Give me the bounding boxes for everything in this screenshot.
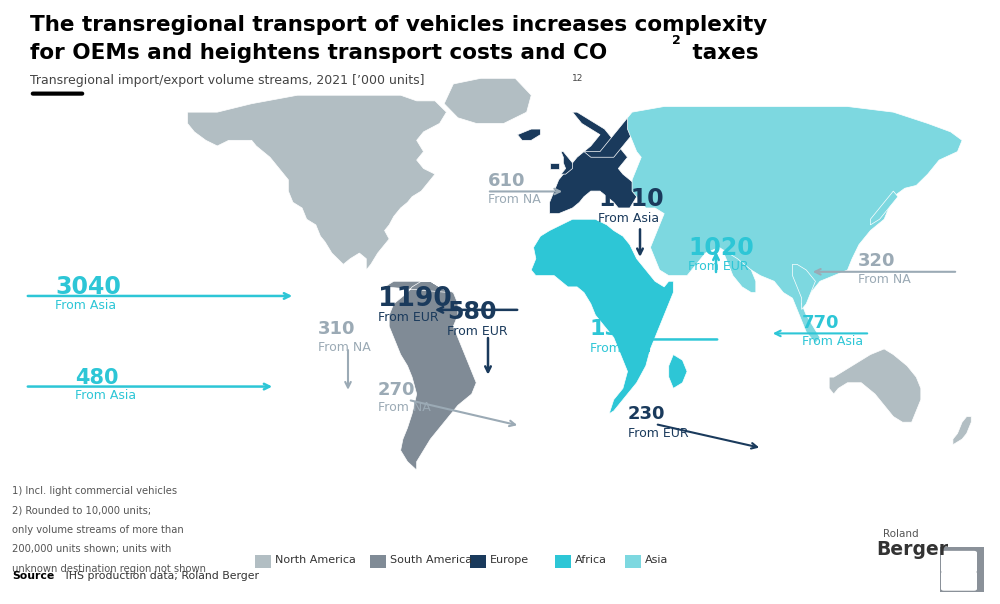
Polygon shape [188, 95, 446, 270]
Text: 610: 610 [488, 172, 526, 190]
Text: 770: 770 [802, 314, 840, 332]
Text: South America: South America [390, 555, 472, 565]
Polygon shape [870, 191, 898, 225]
Text: 2: 2 [672, 34, 681, 47]
Polygon shape [561, 152, 572, 174]
Text: From NA: From NA [378, 401, 431, 414]
Text: From Asia: From Asia [598, 212, 659, 225]
Text: From NA: From NA [318, 341, 371, 354]
Text: 1410: 1410 [598, 187, 664, 211]
Text: unknown destination region not shown: unknown destination region not shown [12, 564, 206, 574]
Text: 230: 230 [628, 405, 666, 423]
Text: North America: North America [275, 555, 356, 565]
Text: 2) Rounded to 10,000 units;: 2) Rounded to 10,000 units; [12, 506, 151, 516]
Text: From EUR: From EUR [688, 260, 749, 274]
Text: Africa: Africa [575, 555, 607, 565]
Text: for OEMs and heightens transport costs and CO: for OEMs and heightens transport costs a… [30, 43, 607, 63]
Polygon shape [444, 79, 531, 123]
Text: 1020: 1020 [688, 236, 754, 260]
Text: 1190: 1190 [378, 286, 452, 312]
Text: From Asia: From Asia [55, 298, 116, 312]
Polygon shape [385, 281, 476, 470]
Text: From NA: From NA [488, 193, 541, 206]
Polygon shape [940, 547, 984, 592]
Text: Roland: Roland [883, 528, 919, 539]
Polygon shape [669, 355, 687, 388]
Text: Transregional import/export volume streams, 2021 [’000 units]: Transregional import/export volume strea… [30, 74, 424, 88]
Text: 12: 12 [572, 74, 583, 83]
Text: taxes: taxes [685, 43, 759, 63]
Text: IHS production data; Roland Berger: IHS production data; Roland Berger [62, 571, 259, 581]
Text: Source: Source [12, 571, 54, 581]
Text: 480: 480 [75, 367, 119, 388]
Bar [470, 555, 486, 568]
Text: Europe: Europe [490, 555, 529, 565]
Text: 3040: 3040 [55, 275, 121, 299]
Polygon shape [628, 106, 962, 343]
Text: From EUR: From EUR [628, 426, 689, 440]
Text: 580: 580 [447, 300, 496, 324]
Text: 1330: 1330 [590, 319, 652, 339]
Text: From Asia: From Asia [75, 389, 136, 402]
Text: From Asia: From Asia [802, 335, 863, 348]
Polygon shape [793, 265, 815, 309]
Text: 320: 320 [858, 252, 896, 270]
Polygon shape [518, 129, 540, 140]
Text: Berger: Berger [876, 540, 948, 559]
Bar [555, 555, 571, 568]
Polygon shape [724, 253, 756, 292]
Text: From EUR: From EUR [447, 325, 508, 338]
Text: From NA: From NA [858, 272, 911, 286]
Text: The transregional transport of vehicles increases complexity: The transregional transport of vehicles … [30, 15, 767, 35]
Polygon shape [584, 118, 637, 157]
Text: 270: 270 [378, 381, 416, 399]
Polygon shape [953, 417, 971, 445]
Polygon shape [531, 219, 673, 414]
Polygon shape [550, 163, 559, 169]
FancyBboxPatch shape [941, 551, 977, 573]
Text: From Asia: From Asia [590, 342, 651, 355]
Text: 200,000 units shown; units with: 200,000 units shown; units with [12, 544, 171, 554]
Bar [370, 555, 386, 568]
FancyBboxPatch shape [941, 571, 977, 591]
Text: 310: 310 [318, 320, 356, 338]
Text: 1) Incl. light commercial vehicles: 1) Incl. light commercial vehicles [12, 486, 177, 496]
Bar [625, 555, 641, 568]
Text: From EUR: From EUR [378, 310, 439, 324]
Polygon shape [550, 112, 641, 214]
Polygon shape [829, 349, 921, 422]
Text: Asia: Asia [645, 555, 668, 565]
Bar [255, 555, 271, 568]
Text: only volume streams of more than: only volume streams of more than [12, 525, 184, 535]
